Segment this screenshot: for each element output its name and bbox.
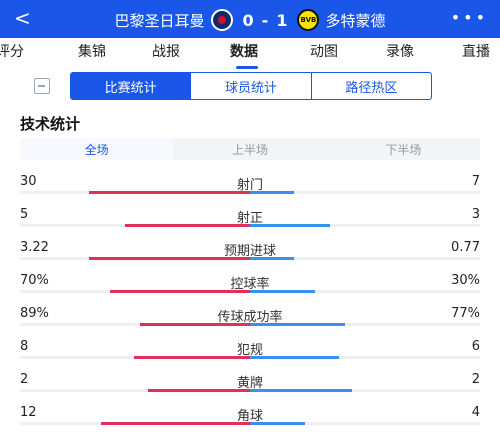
away-stat-value: 0.77 [451, 240, 480, 255]
segment-match-stats[interactable]: 比赛统计 [71, 73, 192, 99]
period-full-match[interactable]: 全场 [20, 138, 174, 160]
stat-name: 传球成功率 [217, 310, 283, 325]
away-stat-value: 6 [471, 339, 480, 354]
away-score: 1 [276, 10, 288, 30]
stat-name: 射门 [236, 178, 263, 193]
bvb-crest-icon: BVB [297, 9, 320, 31]
section-title: 技术统计 [20, 115, 81, 133]
home-score: 0 [242, 10, 254, 30]
home-stat-value: 30 [20, 174, 37, 189]
away-stat-bar [250, 224, 330, 227]
away-stat-bar [250, 389, 352, 392]
period-second-half[interactable]: 下半场 [326, 138, 480, 160]
home-stat-value: 12 [20, 405, 37, 420]
stat-row: 8 犯规 6 [0, 339, 500, 369]
psg-crest-icon [210, 9, 233, 31]
home-stat-value: 2 [20, 372, 29, 387]
home-stat-bar [110, 290, 250, 293]
active-tab-indicator [236, 66, 258, 69]
tab-report[interactable]: 战报 [152, 44, 180, 60]
stat-name: 犯规 [236, 343, 263, 358]
score-separator: - [261, 10, 269, 30]
stat-name: 控球率 [230, 277, 270, 292]
more-options-icon[interactable]: ••• [450, 8, 488, 27]
home-stat-bar [101, 422, 250, 425]
stat-name: 射正 [236, 211, 263, 226]
share-stats-icon[interactable] [34, 78, 50, 94]
tab-data[interactable]: 数据 [230, 44, 258, 60]
match-header: < 巴黎圣日耳曼 0 - 1 BVB 多特蒙德 ••• [0, 0, 500, 38]
tab-highlights[interactable]: 集锦 [78, 44, 106, 60]
segment-player-stats[interactable]: 球员统计 [191, 73, 312, 99]
home-stat-bar [89, 191, 250, 194]
stat-row: 12 角球 4 [0, 405, 500, 435]
stat-row: 3.22 预期进球 0.77 [0, 240, 500, 270]
period-tabs: 全场 上半场 下半场 [20, 138, 480, 160]
away-stat-bar [250, 356, 339, 359]
home-stat-value: 89% [20, 306, 49, 321]
away-stat-bar [250, 422, 305, 425]
home-stat-value: 5 [20, 207, 29, 222]
period-first-half[interactable]: 上半场 [173, 138, 327, 160]
stat-row: 5 射正 3 [0, 207, 500, 237]
away-stat-bar [250, 290, 315, 293]
stat-row: 2 黄牌 2 [0, 372, 500, 402]
stat-name: 预期进球 [223, 244, 276, 259]
stat-name: 角球 [236, 409, 263, 424]
tab-replay[interactable]: 录像 [386, 44, 414, 60]
tab-gifs[interactable]: 动图 [310, 44, 338, 60]
segment-heat-map[interactable]: 路径热区 [345, 80, 398, 96]
home-stat-value: 8 [20, 339, 29, 354]
stat-name: 黄牌 [236, 376, 263, 391]
away-stat-value: 30% [451, 273, 480, 288]
home-stat-bar [134, 356, 250, 359]
stat-row: 89% 传球成功率 77% [0, 306, 500, 336]
stat-row: 30 射门 7 [0, 174, 500, 204]
away-stat-value: 2 [471, 372, 480, 387]
away-stat-value: 7 [471, 174, 480, 189]
back-icon[interactable]: < [14, 6, 31, 30]
home-stat-bar [148, 389, 250, 392]
away-stat-value: 4 [471, 405, 480, 420]
away-stat-bar [250, 323, 345, 326]
stats-type-switch: 比赛统计 球员统计 路径热区 [70, 72, 432, 100]
away-stat-value: 3 [471, 207, 480, 222]
tab-rating[interactable]: 评分 [0, 44, 24, 60]
home-stat-bar [140, 323, 250, 326]
away-stat-bar [250, 257, 294, 260]
home-stat-bar [125, 224, 250, 227]
home-team-name[interactable]: 巴黎圣日耳曼 [114, 11, 205, 30]
stat-row: 70% 控球率 30% [0, 273, 500, 303]
away-stat-value: 77% [451, 306, 480, 321]
match-scoreline: 巴黎圣日耳曼 0 - 1 BVB 多特蒙德 [0, 8, 500, 32]
home-stat-value: 3.22 [20, 240, 49, 255]
home-stat-bar [89, 257, 250, 260]
tab-live[interactable]: 直播 [462, 44, 490, 60]
nav-tabs: 评分 集锦 战报 数据 动图 录像 直播 [0, 38, 500, 70]
away-stat-bar [250, 191, 294, 194]
away-team-name[interactable]: 多特蒙德 [325, 11, 386, 30]
home-stat-value: 70% [20, 273, 49, 288]
